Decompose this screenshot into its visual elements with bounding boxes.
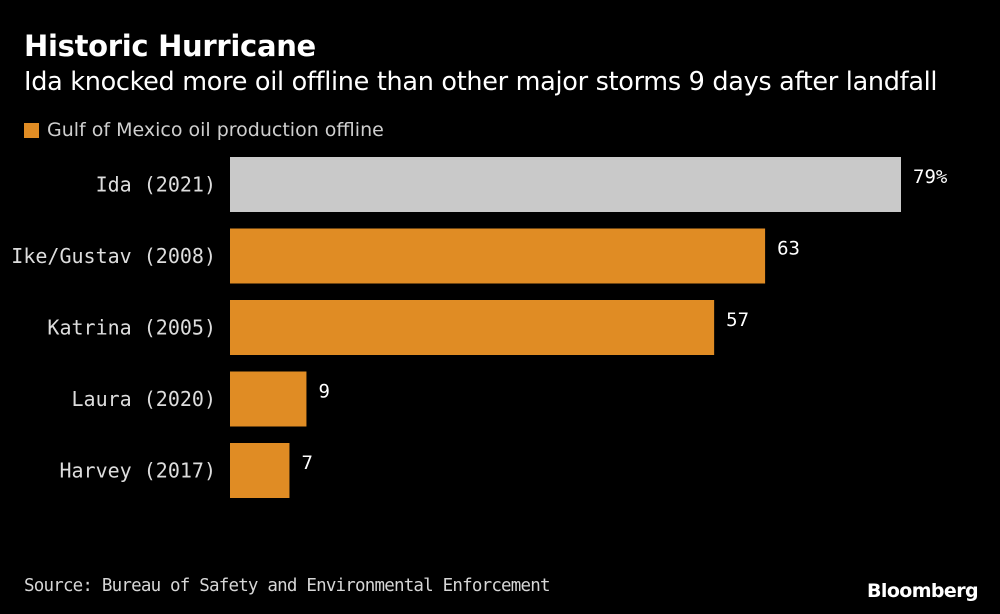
category-label: Katrina (2005) (47, 316, 216, 340)
value-label: 79% (913, 166, 948, 188)
category-label: Laura (2020) (72, 387, 217, 411)
source-note: Source: Bureau of Safety and Environment… (24, 576, 551, 596)
category-label: Ike/Gustav (2008) (11, 244, 216, 268)
bar (230, 443, 290, 498)
bar-chart: Ida (2021) 79% Ike/Gustav (2008) 63 Katrina … (11, 157, 948, 498)
bar (230, 300, 715, 355)
category-label: Ida (2021) (96, 173, 216, 197)
chart-title: Historic Hurricane (24, 29, 316, 63)
category-label: Harvey (2017) (59, 459, 216, 483)
value-label: 9 (318, 381, 329, 403)
legend: Gulf of Mexico oil production offline (24, 117, 384, 143)
bloomberg-logo: Bloomberg (867, 580, 979, 602)
bar (230, 371, 307, 427)
bar (230, 228, 766, 284)
legend-label: Gulf of Mexico oil production offline (47, 119, 384, 141)
bar (230, 157, 901, 212)
value-label: 57 (726, 309, 749, 331)
value-label: 7 (301, 452, 312, 474)
legend-swatch (24, 122, 39, 138)
value-label: 63 (777, 238, 800, 260)
chart-subtitle: Ida knocked more oil offline than other … (24, 67, 938, 97)
